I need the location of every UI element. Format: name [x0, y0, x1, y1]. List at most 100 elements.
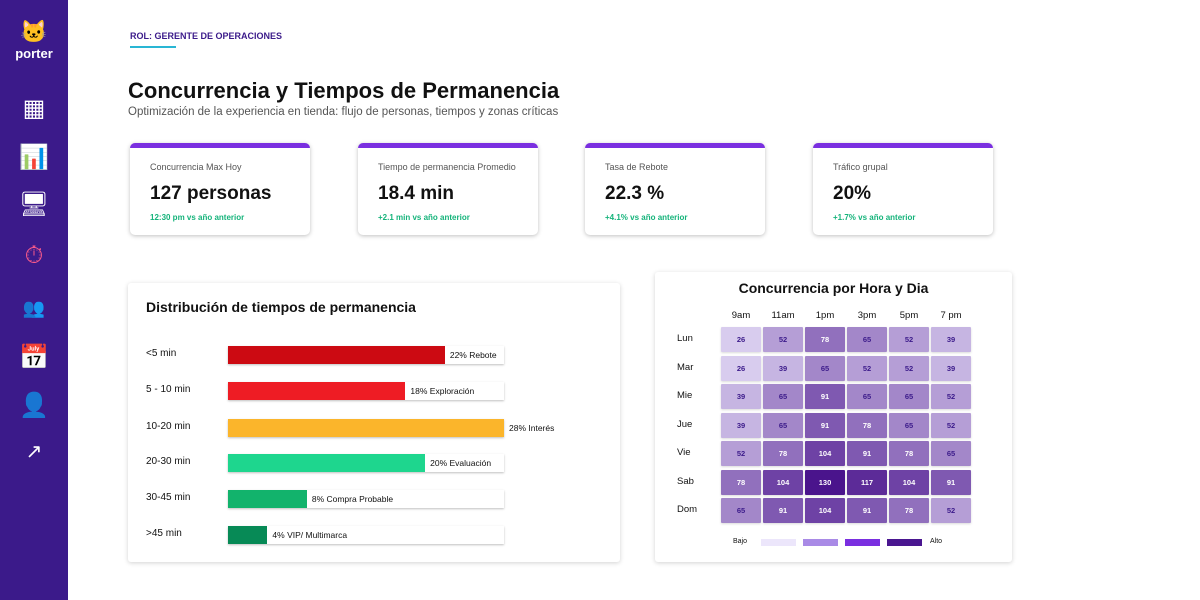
legend-swatch: [845, 539, 880, 546]
legend-low: Bajo: [733, 538, 748, 545]
heatmap-cell: 117: [847, 469, 887, 495]
heatmap-cell: 65: [721, 498, 761, 523]
kpi-label: Tasa de Rebote: [605, 162, 669, 172]
heatmap-row-label: Dom: [677, 504, 698, 515]
heatmap-row-label: Jue: [677, 418, 693, 430]
analytics-icon[interactable]: 📊: [19, 144, 49, 171]
cat-logo-icon: 🐱: [20, 19, 48, 44]
kpi-card-bounce-rate: Tasa de Rebote 22.3 % +4.1% vs año anter…: [585, 143, 765, 235]
heatmap-col-label: 5pm: [899, 310, 919, 321]
legend-high: Alto: [930, 538, 943, 545]
kpi-label: Concurrencia Max Hoy: [150, 162, 242, 172]
heatmap-cell: 52: [931, 384, 971, 409]
page-title: Concurrencia y Tiempos de Permanencia: [128, 78, 560, 103]
bar-category: 5 - 10 min: [146, 384, 191, 395]
bar-category: <5 min: [146, 348, 177, 359]
heatmap-cell: 104: [805, 441, 845, 466]
bar: [228, 490, 307, 508]
kpi-value: 18.4 min: [378, 183, 455, 204]
heatmap-cell: 65: [763, 412, 803, 438]
bar-row: <5 min 22% Rebote: [146, 346, 616, 364]
kpi-change: +2.1 min vs año anterior: [378, 213, 470, 222]
dwell-distribution-title: Distribución de tiempos de permanencia: [146, 299, 416, 315]
heatmap-cell: 78: [763, 441, 803, 466]
kpi-card-concurrency: Concurrencia Max Hoy 127 personas 12:30 …: [130, 143, 310, 235]
bar: [228, 382, 406, 400]
heatmap-cell: 91: [847, 498, 887, 523]
heatmap-cell: 39: [763, 355, 803, 381]
role-label: ROL: GERENTE DE OPERACIONES: [130, 31, 283, 41]
bar-label: 18% Exploración: [410, 386, 475, 396]
trending-up-icon[interactable]: ↗: [25, 441, 43, 463]
heatmap-cell: 65: [847, 384, 887, 409]
dwell-distribution-panel: Distribución de tiempos de permanencia <…: [128, 283, 620, 562]
heatmap-cell: 91: [763, 498, 803, 523]
bar-row: 10-20 min 28% Interés: [146, 419, 616, 437]
heatmap-cell: 39: [721, 384, 761, 409]
heatmap-cell: 91: [805, 412, 845, 438]
legend-swatch: [887, 539, 922, 546]
heatmap-cell: 52: [763, 327, 803, 352]
bar-row: 5 - 10 min 18% Exploración: [146, 382, 616, 400]
heatmap-cell: 52: [931, 498, 971, 523]
heatmap-cell: 104: [763, 469, 803, 495]
heatmap-cell: 104: [805, 498, 845, 523]
heatmap-cell: 91: [805, 384, 845, 409]
heatmap-cell: 52: [721, 441, 761, 466]
heatmap-cell: 65: [889, 384, 929, 409]
heatmap-cell: 39: [931, 355, 971, 381]
bar-category: 20-30 min: [146, 456, 191, 467]
heatmap-cell: 78: [721, 469, 761, 495]
kpi-card-dwell-time: Tiempo de permanencia Promedio 18.4 min …: [358, 143, 538, 235]
bar-track: 18% Exploración: [228, 382, 504, 400]
heatmap-cell: 52: [931, 412, 971, 438]
bar-label: 22% Rebote: [449, 350, 497, 360]
porter-logo[interactable]: 🐱 porter: [14, 19, 54, 62]
heatmap-cell: 78: [889, 441, 929, 466]
bar-category: >45 min: [146, 528, 182, 539]
heatmap-row-label: Vie: [677, 447, 691, 458]
users-icon[interactable]: 👥: [22, 298, 46, 318]
calendar-icon[interactable]: 📅: [19, 344, 49, 371]
heatmap-cell: 78: [805, 327, 845, 352]
kpi-value: 127 personas: [150, 183, 272, 204]
bar-row: 20-30 min 20% Evaluación: [146, 454, 616, 472]
kpi-value: 20%: [833, 183, 872, 204]
monitor-chart-icon[interactable]: 🖥: [18, 191, 50, 218]
bar: [228, 346, 445, 364]
heatmap-cell: 39: [721, 412, 761, 438]
heatmap-cell: 65: [847, 327, 887, 352]
heatmap-row-label: Mar: [677, 361, 694, 373]
heatmap-cell: 65: [763, 384, 803, 409]
bar: [228, 526, 268, 544]
bar-label: 20% Evaluación: [430, 458, 492, 468]
heatmap-cell: 78: [889, 498, 929, 523]
kpi-change: +4.1% vs año anterior: [605, 213, 688, 222]
kpi-label: Tiempo de permanencia Promedio: [378, 162, 516, 172]
bar-label: 4% VIP/ Multimarca: [272, 530, 348, 540]
role-underline: [130, 46, 176, 48]
kpi-change: 12:30 pm vs año anterior: [150, 213, 245, 222]
heatmap-col-label: 11am: [771, 310, 795, 321]
heatmap-cell: 26: [721, 327, 761, 352]
heatmap-cell: 65: [889, 412, 929, 438]
page-subtitle: Optimización de la experiencia en tienda…: [128, 106, 559, 118]
bar-track: 8% Compra Probable: [228, 490, 504, 508]
heatmap-cell: 130: [805, 469, 845, 495]
bar-track: 28% Interés: [228, 419, 554, 437]
heatmap-col-label: 7 pm: [940, 310, 962, 321]
kpi-label: Tráfico grupal: [833, 162, 888, 172]
user-check-icon[interactable]: 👤: [19, 392, 49, 419]
stopwatch-icon[interactable]: ⏱: [24, 242, 44, 269]
dashboard-icon[interactable]: ▦: [22, 95, 46, 122]
kpi-change: +1.7% vs año anterior: [833, 213, 916, 222]
heatmap-col-label: 1pm: [815, 310, 835, 321]
heatmap-cell: 65: [931, 441, 971, 466]
heatmap-cell: 39: [931, 327, 971, 352]
heatmap-row-label: Lun: [677, 333, 693, 344]
legend-swatch: [761, 539, 796, 546]
heatmap-col-label: 3pm: [857, 310, 877, 321]
heatmap-cell: 104: [889, 469, 929, 495]
sidebar: 🐱 porter ▦ 📊 🖥 ⏱ 👥 📅 👤 ↗: [0, 0, 68, 600]
heatmap-cell: 52: [889, 355, 929, 381]
